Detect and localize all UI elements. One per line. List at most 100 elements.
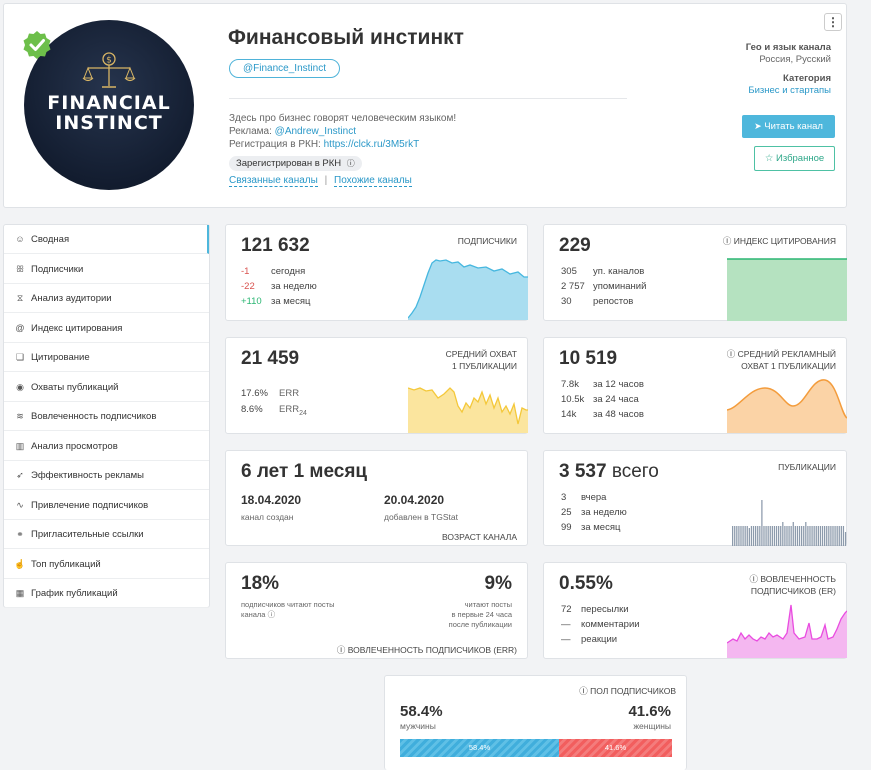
posts-bar [750, 526, 753, 546]
citation-title: ⓘ ИНДЕКС ЦИТИРОВАНИЯ [722, 236, 836, 246]
info-icon[interactable]: ⓘ [579, 686, 591, 696]
posts-bar [778, 526, 780, 546]
posts-bar [803, 526, 805, 546]
posts-bar [828, 526, 830, 546]
info-icon[interactable]: ⓘ [749, 574, 761, 584]
posts-bar [830, 526, 832, 546]
sidebar-item-5[interactable]: ◉ Охваты публикаций [4, 373, 209, 402]
sidebar-item-9[interactable]: ∿ Привлечение подписчиков [4, 491, 209, 520]
related-channels-link[interactable]: Связанные каналы [229, 175, 318, 187]
posts-bar [748, 528, 750, 546]
svg-text:$: $ [106, 56, 112, 66]
citation-channels: 305 уп. каналов [561, 266, 645, 277]
ads-contact-link[interactable]: @Andrew_Instinct [274, 126, 356, 137]
posts-bar [742, 526, 744, 546]
subscribers-sparkline [408, 259, 528, 320]
sidebar-item-12[interactable]: ▦ График публикаций [4, 579, 209, 608]
favorite-button[interactable]: ☆ Избранное [754, 146, 835, 171]
posts-bar [794, 526, 796, 546]
male-label: мужчины [400, 721, 436, 731]
sidebar-item-1[interactable]: ꕥ Подписчики [4, 255, 209, 284]
posts-bar [765, 526, 767, 546]
subscribers-card[interactable]: 121 632 ПОДПИСЧИКИ -1 сегодня -22 за недел… [225, 224, 528, 321]
created-label: канал создан [241, 512, 294, 522]
sidebar-item-11[interactable]: ☝ Топ публикаций [4, 550, 209, 579]
sidebar-item-3[interactable]: @ Индекс цитирования [4, 314, 209, 343]
channel-age-card: 6 лет 1 месяц 18.04.2020 канал создан 20… [225, 450, 528, 546]
posts-bar [775, 526, 778, 546]
info-icon[interactable]: ⓘ [346, 159, 355, 168]
male-value: 58.4% [400, 703, 443, 720]
female-label: женщины [633, 721, 671, 731]
posts-bar [824, 526, 826, 546]
info-icon[interactable]: ⓘ [722, 236, 734, 246]
sidebar-item-8[interactable]: ➶ Эффективность рекламы [4, 461, 209, 490]
posts-card[interactable]: 3 537 всего ПУБЛИКАЦИИ 3 вчера 25 за недел… [543, 450, 847, 546]
male-share-bar: 58.4% [400, 739, 559, 757]
posts-value: 3 537 всего [559, 461, 659, 482]
posts-bar [759, 526, 761, 546]
info-icon[interactable]: ⓘ [267, 610, 276, 619]
err-right-value: 9% [484, 573, 512, 594]
geo-label: Гео и язык канала [745, 42, 831, 53]
female-share-bar: 41.6% [559, 739, 672, 757]
gender-card: ⓘ ПОЛ ПОДПИСЧИКОВ 58.4% мужчины 41.6% же… [384, 675, 687, 770]
sidebar-item-label: Топ публикаций [31, 558, 101, 570]
posts-week: 25 за неделю [561, 507, 627, 518]
category-link[interactable]: Бизнес и стартапы [748, 85, 831, 96]
read-channel-button[interactable]: ➤ Читать канал [742, 115, 835, 138]
posts-bar [796, 526, 799, 546]
sidebar-item-10[interactable]: ⚭ Пригласительные ссылки [4, 520, 209, 549]
scales-icon: $ [82, 52, 136, 88]
sidebar-item-label: Индекс цитирования [31, 322, 123, 334]
sidebar: ☺ Сводная ꕥ Подписчики ⧖ Анализ аудитории @ Инд… [3, 224, 210, 608]
related-separator: | [324, 175, 328, 186]
posts-bar [840, 526, 842, 546]
channel-header: $ FINANCIAL INSTINCT Финансовый инстинкт… [3, 3, 847, 208]
reach-card[interactable]: 21 459 СРЕДНИЙ ОХВАТ 1 ПУБЛИКАЦИИ 17.6% ER… [225, 337, 528, 434]
er-sparkline [727, 604, 847, 658]
er-card[interactable]: 0.55% ⓘ ВОВЛЕЧЕННОСТЬ ПОДПИСЧИКОВ (ER) 72… [543, 562, 847, 659]
ad-reach-12h: 7.8k за 12 часов [561, 379, 644, 390]
ad-reach-card[interactable]: 10 519 ⓘ СРЕДНИЙ РЕКЛАМНЫЙ ОХВАТ 1 ПУБЛИК… [543, 337, 847, 434]
sidebar-item-6[interactable]: ≋ Вовлеченность подписчиков [4, 402, 209, 431]
ads-line: Реклама: @Andrew_Instinct [229, 126, 356, 137]
logo-text-1: FINANCIAL [47, 92, 171, 114]
posts-bar [838, 526, 840, 546]
posts-title: ПУБЛИКАЦИИ [778, 462, 836, 472]
channel-age-title: ВОЗРАСТ КАНАЛА [442, 532, 517, 542]
sidebar-icon: ❏ [15, 352, 25, 362]
rkn-link[interactable]: https://clck.ru/3M5rkT [323, 139, 420, 150]
favorite-label: Избранное [776, 153, 825, 164]
sidebar-item-label: График публикаций [31, 588, 118, 599]
subscribers-week: -22 за неделю [241, 281, 317, 292]
added-date: 20.04.2020 [384, 493, 445, 507]
posts-bar [769, 526, 771, 546]
sidebar-item-7[interactable]: ▥ Анализ просмотров [4, 432, 209, 461]
sidebar-icon: ⚭ [16, 529, 24, 539]
telegram-icon: ➤ [754, 121, 762, 131]
info-icon[interactable]: ⓘ [336, 645, 348, 655]
citation-sparkline [727, 258, 847, 321]
sidebar-item-4[interactable]: ❏ Цитирование [4, 343, 209, 372]
posts-bar [805, 522, 807, 546]
sidebar-item-0[interactable]: ☺ Сводная [4, 225, 209, 254]
subscribers-value: 121 632 [241, 235, 310, 256]
sidebar-item-label: Подписчики [31, 263, 84, 275]
posts-bar [836, 526, 838, 546]
more-menu-button[interactable]: ⋮ [824, 13, 842, 31]
posts-bar [757, 526, 759, 546]
sidebar-item-label: Анализ просмотров [31, 440, 118, 452]
posts-bar-sparkline [732, 500, 847, 546]
posts-bar [798, 526, 801, 546]
subscribers-today: -1 сегодня [241, 266, 306, 277]
similar-channels-link[interactable]: Похожие каналы [334, 175, 412, 187]
sidebar-icon: ▥ [15, 440, 25, 451]
citation-card[interactable]: 229 ⓘ ИНДЕКС ЦИТИРОВАНИЯ 305 уп. каналов … [543, 224, 847, 321]
ads-label: Реклама: [229, 126, 272, 137]
verified-icon [23, 31, 51, 59]
reach-sparkline [408, 387, 528, 433]
info-icon[interactable]: ⓘ [726, 349, 738, 359]
channel-handle[interactable]: @Finance_Instinct [229, 59, 340, 78]
sidebar-item-2[interactable]: ⧖ Анализ аудитории [4, 284, 209, 313]
